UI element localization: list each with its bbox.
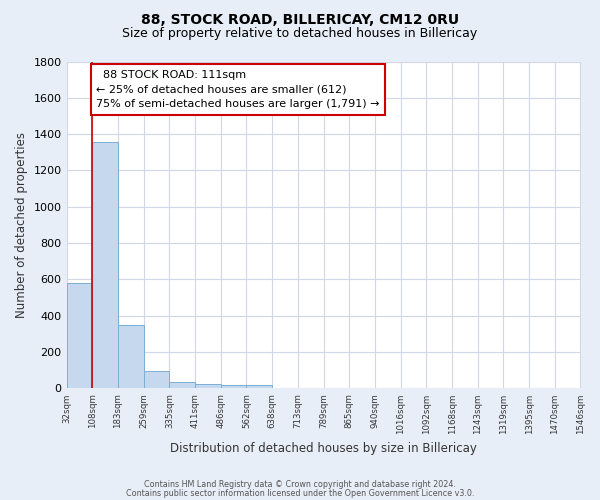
X-axis label: Distribution of detached houses by size in Billericay: Distribution of detached houses by size … (170, 442, 477, 455)
Text: Size of property relative to detached houses in Billericay: Size of property relative to detached ho… (122, 28, 478, 40)
Bar (143, 370, 169, 388)
Bar (195, 384, 221, 388)
Bar (118, 325, 143, 388)
Text: Contains public sector information licensed under the Open Government Licence v3: Contains public sector information licen… (126, 488, 474, 498)
Y-axis label: Number of detached properties: Number of detached properties (15, 132, 28, 318)
Text: 88, STOCK ROAD, BILLERICAY, CM12 0RU: 88, STOCK ROAD, BILLERICAY, CM12 0RU (141, 12, 459, 26)
Bar (92, 142, 118, 388)
Bar (247, 385, 272, 388)
Bar (221, 385, 247, 388)
Bar (67, 283, 92, 389)
Text: 88 STOCK ROAD: 111sqm  
← 25% of detached houses are smaller (612)
75% of semi-d: 88 STOCK ROAD: 111sqm ← 25% of detached … (97, 70, 380, 110)
Bar (169, 382, 195, 388)
Text: Contains HM Land Registry data © Crown copyright and database right 2024.: Contains HM Land Registry data © Crown c… (144, 480, 456, 489)
